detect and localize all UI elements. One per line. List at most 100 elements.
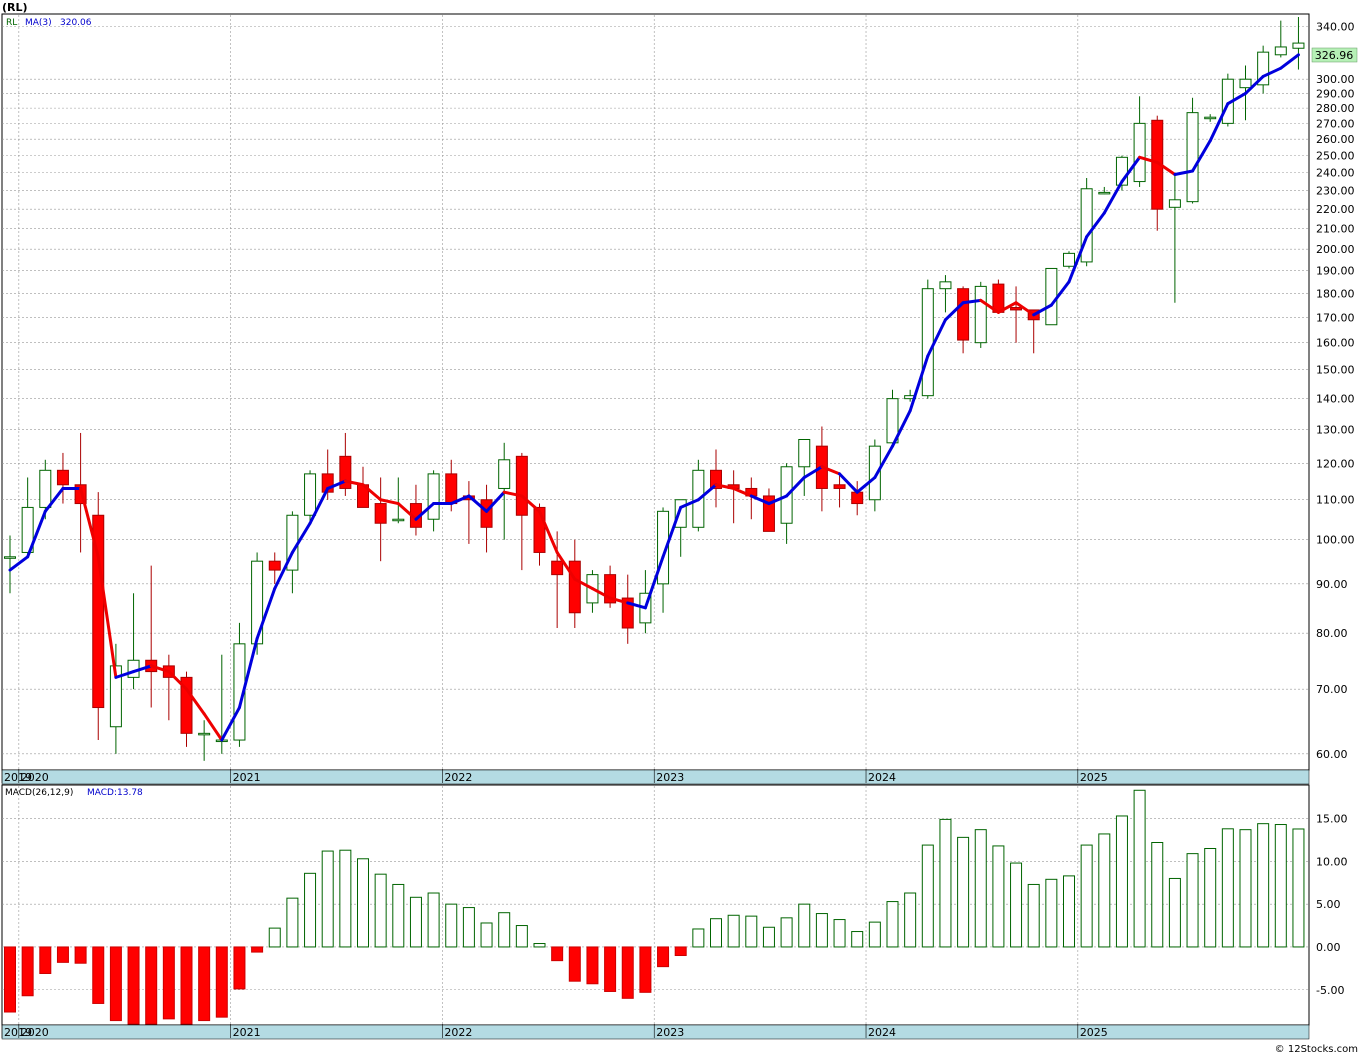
legend-ma-label: MA(3)	[25, 18, 52, 28]
price-y-tick-label: 280.00	[1316, 102, 1355, 115]
candle-body	[1098, 191, 1111, 195]
ma-segment	[79, 486, 100, 559]
candle	[1274, 20, 1287, 58]
ma-segment	[273, 550, 294, 591]
macd-bar	[674, 946, 687, 957]
price-y-tick-label: 60.00	[1316, 748, 1348, 761]
candle-body	[1010, 307, 1023, 311]
price-y-tick-label: 130.00	[1316, 424, 1355, 437]
x-tick-label: 2019	[4, 771, 32, 784]
candle-body	[939, 281, 952, 290]
ma-segment	[908, 354, 930, 413]
macd-bar	[1010, 862, 1023, 948]
macd-bar	[1168, 877, 1181, 948]
macd-bar	[727, 914, 740, 948]
ma-segment	[1155, 160, 1177, 176]
ma-segment	[820, 465, 842, 476]
ma-segment	[943, 301, 965, 322]
x-tick-label: 2021	[233, 1026, 261, 1039]
macd-bar	[657, 946, 670, 968]
ma-segment	[167, 670, 188, 691]
ma-segment	[555, 550, 577, 581]
macd-bar	[304, 872, 317, 948]
ma-segment	[485, 490, 506, 513]
price-y-tick-label: 120.00	[1316, 457, 1355, 470]
ma-segment	[502, 490, 524, 498]
candle-body	[1257, 51, 1270, 86]
macd-y-tick-label: 15.00	[1316, 813, 1348, 826]
ma-segment	[608, 596, 630, 605]
candle	[92, 492, 105, 741]
price-y-tick-label: 110.00	[1316, 494, 1355, 507]
price-y-tick-label: 250.00	[1316, 150, 1355, 163]
ma-segment	[1102, 180, 1124, 215]
macd-bar	[321, 850, 334, 948]
credit-label: © 12Stocks.com	[1275, 1044, 1358, 1055]
macd-bar	[904, 892, 917, 948]
candle-body	[1204, 116, 1217, 120]
ma-segment	[414, 502, 436, 521]
candle	[621, 574, 634, 644]
macd-bar	[109, 946, 122, 1022]
candle-body	[710, 469, 722, 489]
ma-segment	[520, 494, 541, 513]
candle-body	[674, 499, 687, 528]
candle-body	[392, 518, 405, 522]
ma-segment	[538, 509, 559, 554]
candle-body	[304, 473, 317, 516]
macd-panel-frame	[1, 784, 1310, 1026]
ma-segment	[202, 712, 224, 742]
ma-segment	[1032, 303, 1053, 317]
candle	[1010, 286, 1023, 343]
macd-bar	[392, 883, 405, 948]
macd-bar	[851, 931, 864, 948]
candle-body	[427, 473, 440, 520]
x-tick-label: 2025	[1080, 1026, 1108, 1039]
macd-bar	[409, 896, 422, 948]
candle-body	[1168, 199, 1181, 208]
ma-segment	[732, 486, 753, 498]
price-y-tick-label: 260.00	[1316, 133, 1355, 146]
ma-segment	[361, 483, 383, 502]
ma-segment	[1208, 102, 1230, 143]
legend-ma-value: 320.06	[60, 18, 92, 28]
candle-body	[321, 473, 334, 493]
macd-bar	[1186, 853, 1199, 948]
macd-bar	[21, 946, 34, 997]
ma-segment	[449, 494, 471, 506]
candle-body	[1063, 252, 1075, 267]
ma-segment	[290, 521, 312, 554]
candle-body	[1239, 78, 1252, 89]
ma-segment	[237, 636, 259, 710]
candle	[1257, 45, 1270, 94]
macd-bar	[1045, 878, 1058, 948]
x-tick-label: 2023	[656, 1026, 684, 1039]
candle	[1098, 186, 1111, 195]
ma-segment	[1191, 139, 1212, 173]
macd-legend-value: MACD:13.78	[87, 788, 143, 798]
candle-body	[851, 491, 864, 505]
ma-segment	[961, 298, 983, 305]
macd-bar	[480, 922, 493, 948]
macd-bar	[639, 946, 652, 993]
candle	[992, 279, 1005, 313]
last-price-value: 326.96	[1315, 49, 1354, 62]
macd-bar	[551, 946, 564, 962]
price-y-tick-label: 290.00	[1316, 87, 1355, 100]
macd-bar	[921, 844, 934, 948]
macd-bar	[815, 913, 828, 948]
macd-bar	[957, 836, 970, 948]
ma-segment	[679, 498, 700, 509]
macd-bar	[56, 946, 69, 963]
macd-bar	[780, 917, 793, 948]
ma-segment	[1173, 169, 1195, 176]
ma-segment	[255, 587, 277, 640]
macd-bar	[798, 903, 811, 948]
price-y-axis: 60.00 70.00 80.00 90.00 100.00 110.00 120.00 13…	[1316, 21, 1355, 761]
macd-bar	[1063, 875, 1075, 948]
macd-bar	[1257, 823, 1270, 948]
ma-segment	[1244, 74, 1265, 95]
candle	[957, 286, 970, 354]
ma-segment	[891, 409, 912, 448]
ma-segment	[1014, 301, 1036, 317]
